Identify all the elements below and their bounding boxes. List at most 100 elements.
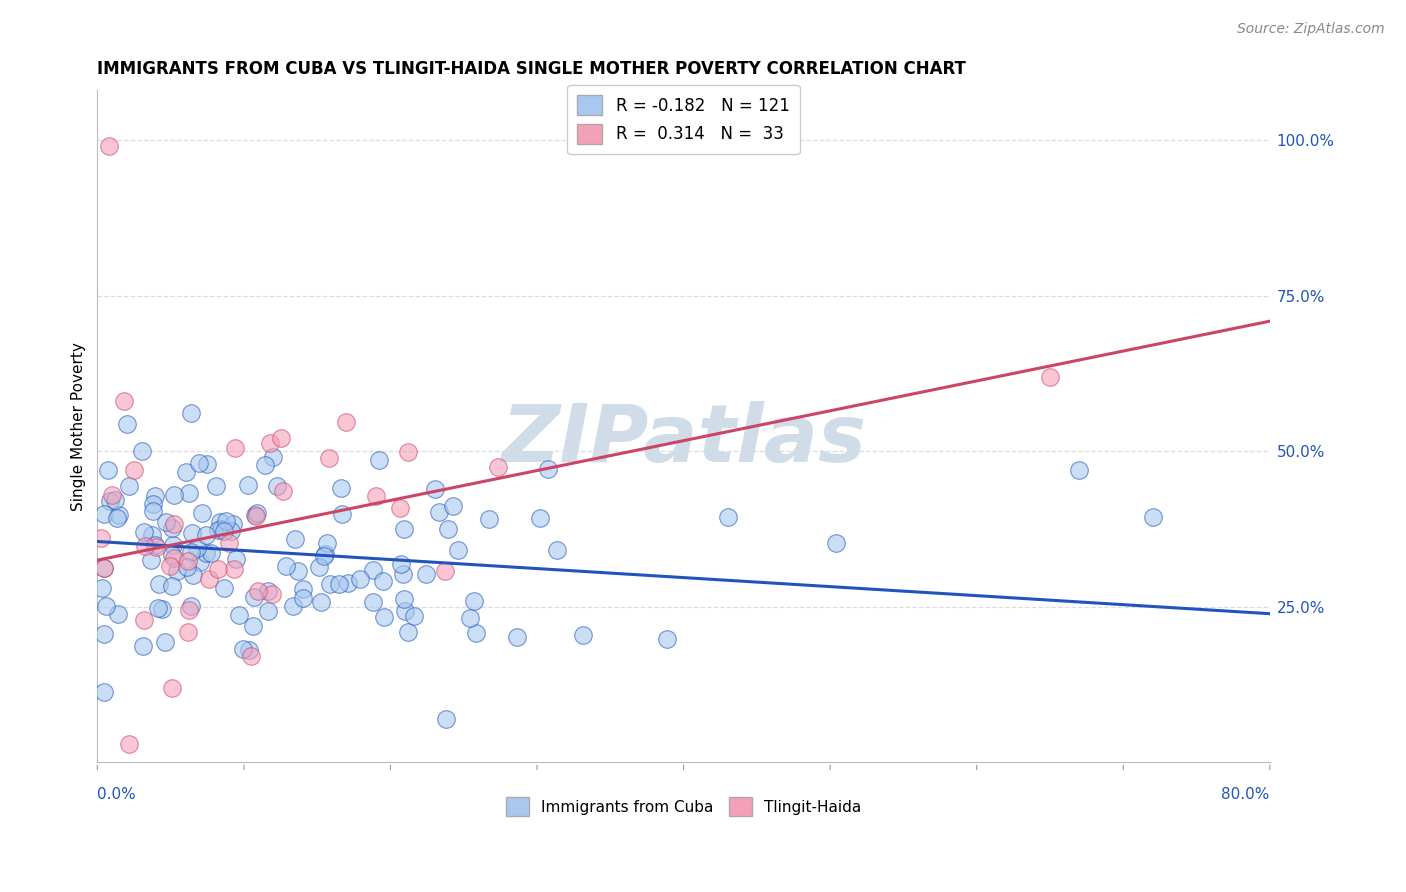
Point	[166, 565, 188, 579]
Point	[131, 444, 153, 458]
Point	[506, 630, 529, 644]
Point	[105, 510, 128, 524]
Point	[246, 583, 269, 598]
Point	[434, 564, 457, 578]
Point	[141, 528, 163, 542]
Point	[194, 528, 217, 542]
Point	[1069, 463, 1091, 477]
Point	[96, 599, 118, 613]
Point	[423, 482, 446, 496]
Point	[122, 463, 145, 477]
Point	[232, 642, 254, 657]
Point	[364, 489, 387, 503]
Point	[93, 561, 115, 575]
Point	[219, 524, 242, 538]
Point	[180, 599, 202, 613]
Point	[236, 478, 259, 492]
Point	[308, 560, 330, 574]
Point	[209, 522, 232, 536]
Point	[238, 643, 260, 657]
Point	[394, 604, 416, 618]
Point	[315, 535, 337, 549]
Point	[188, 555, 211, 569]
Point	[361, 563, 384, 577]
Point	[134, 539, 156, 553]
Point	[266, 479, 288, 493]
Point	[195, 457, 218, 471]
Point	[396, 445, 419, 459]
Point	[159, 558, 181, 573]
Point	[228, 608, 250, 623]
Point	[107, 607, 129, 622]
Text: 0.0%: 0.0%	[97, 788, 136, 803]
Point	[427, 505, 450, 519]
Point	[177, 603, 200, 617]
Point	[292, 582, 315, 597]
Point	[716, 510, 738, 524]
Point	[176, 559, 198, 574]
Point	[190, 506, 212, 520]
Point	[361, 595, 384, 609]
Point	[177, 485, 200, 500]
Point	[240, 648, 263, 663]
Point	[329, 482, 352, 496]
Point	[224, 441, 246, 455]
Point	[243, 590, 266, 604]
Point	[391, 558, 413, 572]
Point	[142, 504, 165, 518]
Point	[104, 492, 127, 507]
Point	[262, 450, 284, 464]
Point	[177, 625, 200, 640]
Point	[242, 618, 264, 632]
Text: 80.0%: 80.0%	[1222, 788, 1270, 803]
Point	[318, 450, 340, 465]
Point	[163, 551, 186, 566]
Point	[260, 587, 283, 601]
Point	[572, 628, 595, 642]
Point	[312, 549, 335, 563]
Point	[271, 484, 294, 499]
Point	[256, 604, 278, 618]
Point	[160, 681, 183, 696]
Point	[93, 561, 115, 575]
Point	[146, 600, 169, 615]
Point	[392, 591, 415, 606]
Point	[221, 517, 243, 532]
Point	[108, 508, 131, 522]
Point	[349, 572, 371, 586]
Point	[143, 538, 166, 552]
Point	[176, 554, 198, 568]
Point	[91, 581, 114, 595]
Point	[141, 553, 163, 567]
Point	[98, 494, 121, 508]
Text: IMMIGRANTS FROM CUBA VS TLINGIT-HAIDA SINGLE MOTHER POVERTY CORRELATION CHART: IMMIGRANTS FROM CUBA VS TLINGIT-HAIDA SI…	[97, 60, 966, 78]
Point	[209, 515, 232, 529]
Point	[180, 406, 202, 420]
Text: ZIPatlas: ZIPatlas	[501, 401, 866, 479]
Point	[93, 507, 115, 521]
Point	[465, 626, 488, 640]
Point	[195, 546, 218, 560]
Point	[148, 576, 170, 591]
Legend: Immigrants from Cuba, Tlingit-Haida: Immigrants from Cuba, Tlingit-Haida	[501, 791, 868, 822]
Y-axis label: Single Mother Poverty: Single Mother Poverty	[72, 342, 86, 511]
Point	[256, 584, 278, 599]
Point	[98, 139, 121, 153]
Point	[309, 595, 332, 609]
Point	[441, 499, 464, 513]
Point	[143, 489, 166, 503]
Point	[186, 541, 208, 555]
Point	[117, 417, 139, 431]
Point	[371, 574, 394, 588]
Point	[319, 577, 342, 591]
Point	[337, 575, 360, 590]
Point	[287, 564, 309, 578]
Point	[243, 508, 266, 523]
Point	[93, 685, 115, 699]
Point	[174, 466, 197, 480]
Point	[291, 591, 314, 605]
Point	[391, 566, 413, 581]
Point	[97, 463, 120, 477]
Point	[160, 579, 183, 593]
Point	[245, 508, 267, 523]
